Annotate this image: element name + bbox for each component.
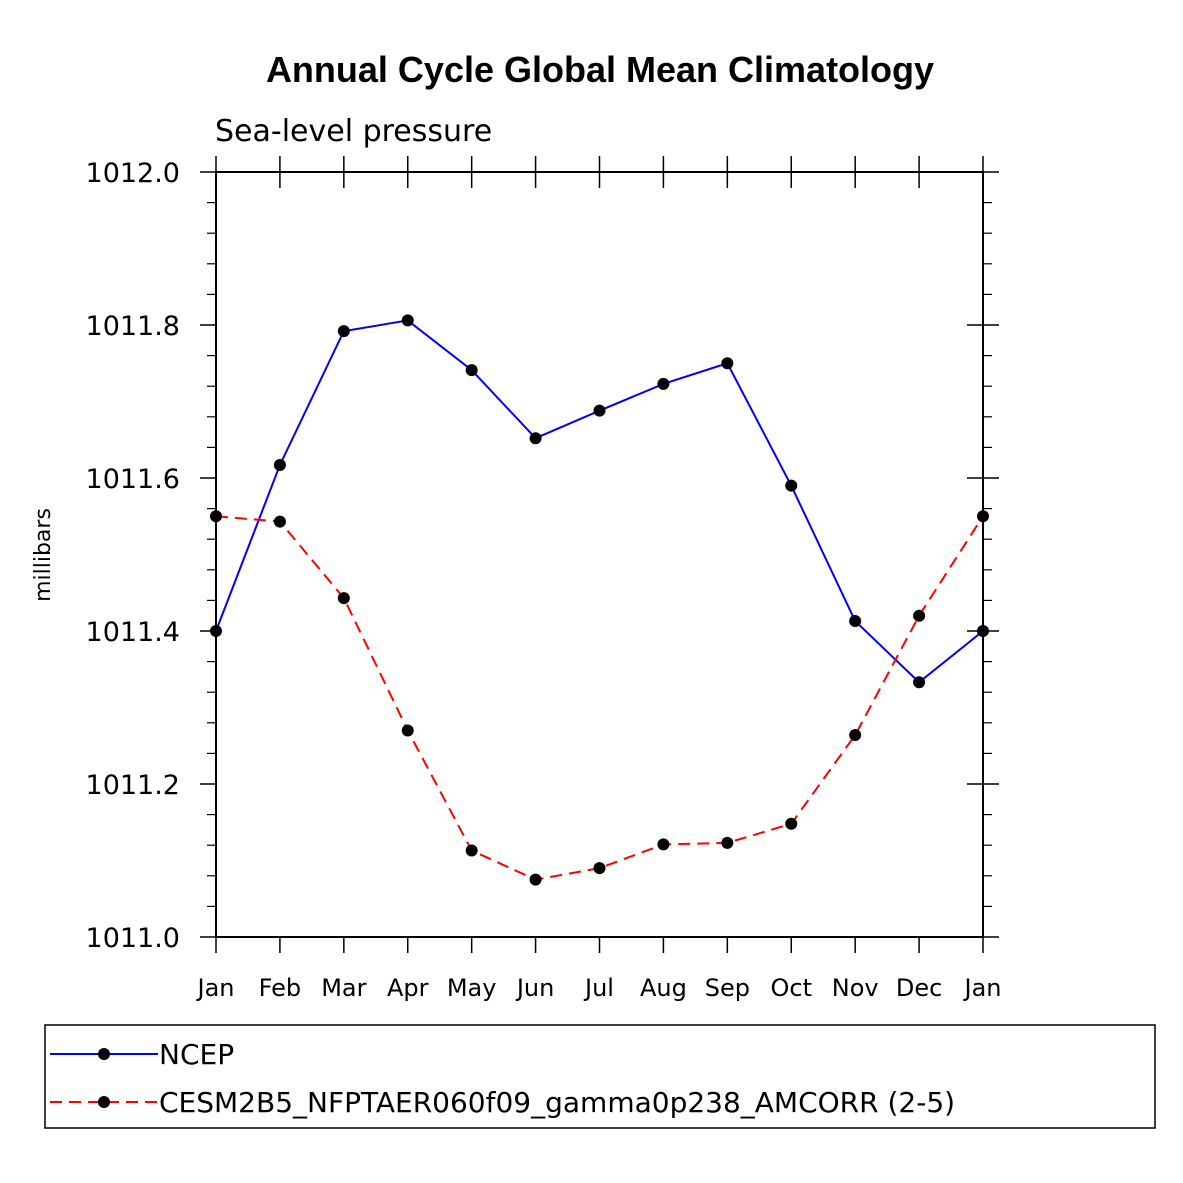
series-1-point [977, 510, 989, 523]
legend-box [44, 1024, 1156, 1129]
y-tick-label: 1011.6 [86, 464, 180, 495]
y-tick-label: 1011.4 [86, 617, 180, 648]
series-0-point [273, 458, 286, 471]
x-axis-tick-labels: Jan Feb Mar Apr May Jun Jul Aug Sep Oct Nov Dec Jan [196, 974, 1002, 1002]
series-1-point [913, 609, 926, 622]
series-0-point [913, 676, 926, 689]
plot-frame [215, 171, 984, 938]
legend-marker-0 [98, 1048, 110, 1060]
series-0-point [401, 314, 414, 327]
series-layer [210, 314, 989, 886]
legend-label-1: CESM2B5_NFPTAER060f09_gamma0p238_AMCORR … [159, 1086, 955, 1119]
y-tick-label: 1012.0 [86, 158, 180, 189]
series-0-point [210, 625, 222, 637]
series-line-0 [215, 319, 984, 684]
series-1-point [657, 838, 670, 851]
x-tick-label: Sep [705, 974, 750, 1002]
x-tick-label: Apr [387, 974, 429, 1002]
x-tick-label: Jan [963, 974, 1002, 1002]
series-1-point [337, 592, 350, 605]
x-tick-label: Mar [321, 974, 366, 1002]
legend-label-0: NCEP [159, 1038, 234, 1071]
series-0-point [593, 404, 606, 417]
y-tick-label: 1011.0 [86, 923, 180, 954]
legend: NCEP CESM2B5_NFPTAER060f09_gamma0p238_AMC… [50, 1038, 955, 1119]
x-tick-label: Jan [196, 974, 235, 1002]
y-tick-label: 1011.2 [86, 770, 180, 801]
series-1-point [401, 724, 414, 737]
chart-title: Annual Cycle Global Mean Climatology [266, 49, 934, 90]
legend-marker-1 [98, 1096, 110, 1108]
series-1-point [593, 862, 606, 875]
series-line-1 [215, 515, 984, 881]
series-0-point [977, 625, 989, 637]
series-0-point [657, 377, 670, 390]
series-0-point [465, 364, 478, 377]
x-tick-label: Dec [896, 974, 942, 1002]
series-0-point [721, 357, 734, 370]
series-1-point [210, 510, 222, 523]
y-tick-label: 1011.8 [86, 311, 180, 342]
series-1-point [273, 515, 286, 528]
x-tick-label: Feb [259, 974, 302, 1002]
y-axis-label: millibars [31, 508, 56, 602]
series-0-point [337, 325, 350, 338]
series-1-point [721, 836, 734, 849]
series-1-point [849, 729, 862, 742]
series-0-point [785, 479, 798, 492]
x-tick-label: Jun [515, 974, 555, 1002]
x-tick-label: Jul [583, 974, 614, 1002]
series-1-point [529, 873, 542, 886]
series-1-point [785, 817, 798, 830]
x-tick-label: Aug [640, 974, 687, 1002]
y-axis-ticks [200, 171, 999, 938]
x-axis-ticks [215, 156, 984, 953]
series-1-point [465, 844, 478, 857]
y-axis-tick-labels: 1011.0 1011.2 1011.4 1011.6 1011.8 1012.0 [86, 158, 180, 954]
chart-subtitle: Sea-level pressure [215, 114, 492, 149]
series-0-point [529, 432, 542, 445]
series-0-point [849, 615, 862, 628]
x-tick-label: Nov [832, 974, 879, 1002]
x-tick-label: May [447, 974, 497, 1002]
x-tick-label: Oct [771, 974, 813, 1002]
